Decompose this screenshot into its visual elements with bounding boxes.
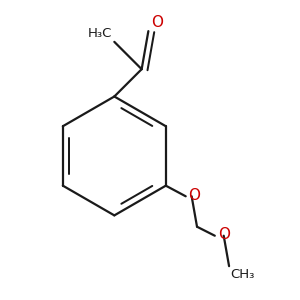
Text: H₃C: H₃C [88,27,112,40]
Text: CH₃: CH₃ [231,268,255,281]
Text: O: O [188,188,200,203]
Text: O: O [218,227,230,242]
Text: O: O [151,15,163,30]
